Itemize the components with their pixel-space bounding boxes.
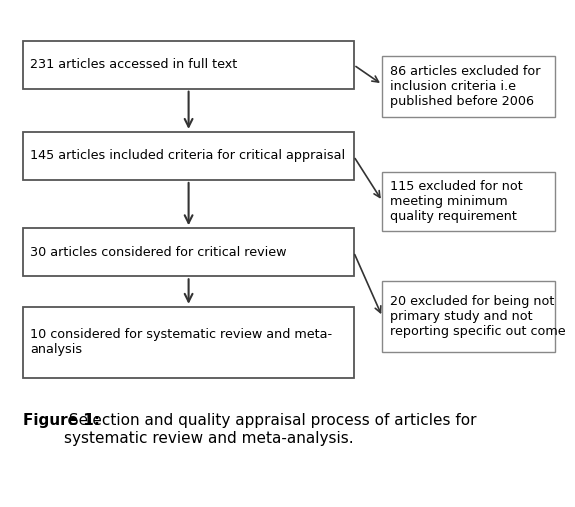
FancyBboxPatch shape [382,56,555,117]
FancyBboxPatch shape [23,132,354,180]
Text: 145 articles included criteria for critical appraisal: 145 articles included criteria for criti… [30,150,346,162]
Text: 115 excluded for not
meeting minimum
quality requirement: 115 excluded for not meeting minimum qua… [390,180,523,223]
FancyBboxPatch shape [382,172,555,231]
Text: 231 articles accessed in full text: 231 articles accessed in full text [30,58,237,71]
Text: 30 articles considered for critical review: 30 articles considered for critical revi… [30,246,287,259]
Text: 10 considered for systematic review and meta-
analysis: 10 considered for systematic review and … [30,328,332,356]
FancyBboxPatch shape [23,307,354,378]
Text: Selection and quality appraisal process of articles for
systematic review and me: Selection and quality appraisal process … [64,413,477,446]
Text: Figure 1:: Figure 1: [23,413,100,428]
Text: 20 excluded for being not
primary study and not
reporting specific out come: 20 excluded for being not primary study … [390,296,565,338]
FancyBboxPatch shape [23,41,354,89]
FancyBboxPatch shape [23,228,354,276]
Text: 86 articles excluded for
inclusion criteria i.e
published before 2006: 86 articles excluded for inclusion crite… [390,65,540,107]
FancyBboxPatch shape [382,281,555,352]
